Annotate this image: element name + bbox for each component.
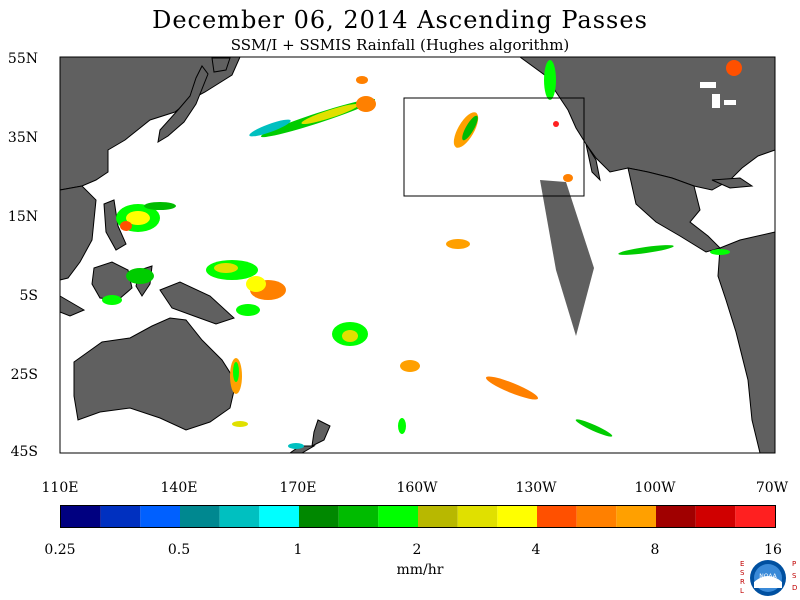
lon-label: 160W — [396, 480, 438, 496]
land-new-zealand — [311, 419, 331, 447]
land-south-america — [717, 231, 776, 454]
colorbar-tick-label: 4 — [531, 542, 541, 558]
land-philippines — [103, 199, 127, 251]
lat-label: 15N — [7, 209, 38, 225]
colorbar-swatch — [219, 506, 260, 527]
lon-label: 130W — [515, 480, 557, 496]
lat-label: 5S — [19, 288, 39, 304]
colorbar — [60, 505, 776, 528]
colorbar-tick-label: 2 — [412, 542, 422, 558]
land-new-zealand-south — [288, 445, 316, 454]
land-indochina — [59, 185, 97, 281]
colorbar-swatch — [497, 506, 537, 527]
colorbar-tick-label: 8 — [650, 542, 660, 558]
colorbar-swatch — [656, 506, 696, 527]
logo-letter: L — [740, 587, 744, 595]
land-new-guinea — [159, 281, 235, 325]
logo-letter: R — [740, 578, 745, 586]
colorbar-swatch — [61, 506, 101, 527]
colorbar-swatch — [418, 506, 458, 527]
lat-label: 25S — [10, 367, 38, 383]
colorbar-swatch — [576, 506, 617, 527]
logo-letter: S — [740, 569, 745, 577]
logo-letter: P — [792, 560, 796, 568]
land-borneo — [91, 261, 133, 301]
colorbar-swatch — [338, 506, 379, 527]
colorbar-swatch — [180, 506, 220, 527]
colorbar-swatch — [457, 506, 498, 527]
colorbar-swatch — [537, 506, 577, 527]
colorbar-swatch — [100, 506, 141, 527]
colorbar-swatch — [616, 506, 656, 527]
swath-gap — [540, 180, 594, 336]
colorbar-units: mm/hr — [396, 562, 444, 578]
land-cuba — [711, 177, 754, 189]
land-japan — [157, 65, 209, 143]
lon-label: 170E — [279, 480, 317, 496]
land-australia — [73, 317, 237, 431]
logo-letter: E — [740, 560, 744, 568]
colorbar-swatch — [140, 506, 180, 527]
logo-text: NOAA — [759, 573, 777, 580]
colorbar-tick-label: 0.5 — [167, 542, 191, 558]
lat-label: 45S — [10, 444, 38, 460]
colorbar-tick-label: 0.25 — [44, 542, 76, 558]
noaa-logo: E S R L NOAA P S D — [740, 560, 797, 596]
colorbar-swatch — [378, 506, 418, 527]
great-lakes — [700, 82, 736, 108]
lon-label: 70W — [755, 480, 789, 496]
colorbar-swatch — [259, 506, 299, 527]
lon-label: 110E — [41, 480, 79, 496]
map-subtitle: SSM/I + SSMIS Rainfall (Hughes algorithm… — [230, 36, 570, 54]
land-sumatra — [59, 295, 86, 317]
lat-label: 35N — [7, 130, 38, 146]
land-baja — [585, 143, 601, 182]
map-title: December 06, 2014 Ascending Passes — [152, 6, 648, 34]
colorbar-border — [60, 505, 776, 528]
logo-letter: S — [792, 572, 797, 580]
region-box — [403, 97, 585, 197]
lon-label: 100W — [634, 480, 676, 496]
colorbar-swatch — [299, 506, 339, 527]
colorbar-tick-label: 16 — [764, 542, 782, 558]
land-central-america — [627, 167, 721, 253]
colorbar-tick-label: 1 — [293, 542, 303, 558]
land-hokkaido — [211, 57, 231, 73]
colorbar-swatch — [695, 506, 736, 527]
lat-label: 55N — [7, 51, 38, 67]
lon-label: 140E — [160, 480, 198, 496]
logo-letter: D — [792, 584, 797, 592]
colorbar-swatch — [735, 506, 775, 527]
rain-cells — [102, 60, 742, 449]
